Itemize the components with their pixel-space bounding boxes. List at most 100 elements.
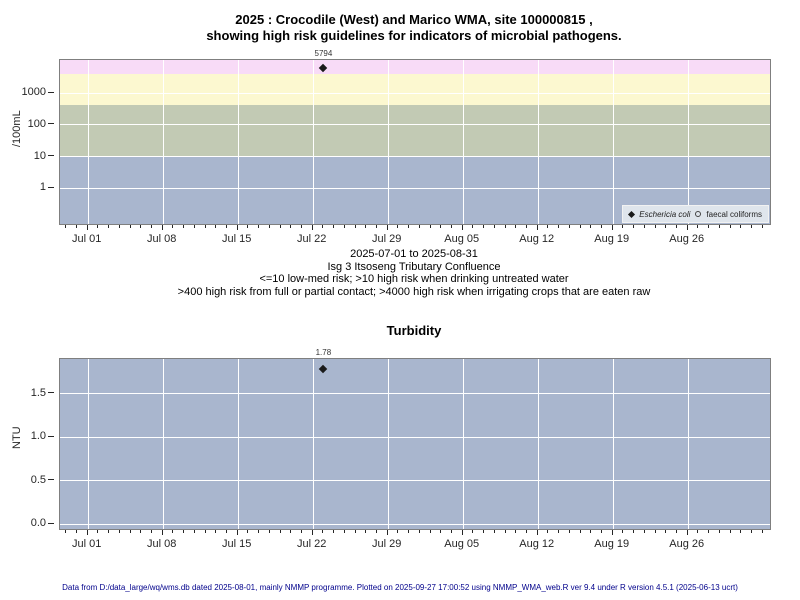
x-tick-minor <box>547 225 549 228</box>
x-tick-minor <box>322 530 324 533</box>
x-tick-minor <box>750 225 752 228</box>
x-tick-minor <box>375 530 377 533</box>
microbial-chart-plot-area: 5794 Eschericia coli faecal coliforms <box>59 49 771 225</box>
x-tick-minor <box>579 225 581 228</box>
x-tick-major <box>86 225 88 230</box>
caption-risk-line2: >400 high risk from full or partial cont… <box>177 285 651 298</box>
turbidity-point-value-label: 1.78 <box>315 348 332 357</box>
x-tick-label: Aug 12 <box>519 538 555 550</box>
turbidity-title: Turbidity <box>386 323 442 338</box>
vertical-gridline <box>312 60 314 224</box>
x-tick-major <box>461 225 463 230</box>
caption-site-name: Isg 3 Itsoseng Tributary Confluence <box>327 260 501 273</box>
x-tick-major <box>311 530 313 535</box>
x-tick-minor <box>279 530 281 533</box>
x-tick-label: Aug 05 <box>444 233 480 245</box>
vertical-gridline <box>687 60 689 224</box>
x-tick-minor <box>515 225 517 228</box>
x-tick-minor <box>590 225 592 228</box>
x-tick-minor <box>729 530 731 533</box>
x-tick-minor <box>558 225 560 228</box>
ecoli-legend-marker-icon <box>628 210 636 218</box>
x-tick-minor <box>568 225 570 228</box>
x-tick-minor <box>322 225 324 228</box>
x-tick-minor <box>675 530 677 533</box>
vertical-gridline <box>537 60 539 224</box>
x-tick-minor <box>525 225 527 228</box>
vertical-gridline <box>612 359 614 529</box>
turbidity-chart-plot-area: 1.78 <box>59 348 771 530</box>
x-tick-minor <box>483 530 485 533</box>
x-tick-minor <box>118 530 120 533</box>
x-tick-minor <box>215 530 217 533</box>
y-tick-mark <box>48 479 54 481</box>
main-title: 2025 : Crocodile (West) and Marico WMA, … <box>59 12 769 44</box>
x-tick-label: Jul 29 <box>372 538 402 550</box>
horizontal-gridline <box>60 187 770 189</box>
x-tick-minor <box>504 530 506 533</box>
x-tick-minor <box>654 225 656 228</box>
x-tick-minor <box>65 225 67 228</box>
y-tick-mark <box>48 186 54 188</box>
x-tick-minor <box>740 530 742 533</box>
x-tick-major <box>161 530 163 535</box>
vertical-gridline <box>462 60 464 224</box>
vertical-gridline <box>312 359 314 529</box>
x-tick-minor <box>429 530 431 533</box>
x-tick-minor <box>622 225 624 228</box>
x-tick-minor <box>193 225 195 228</box>
x-tick-label: Jul 22 <box>297 538 327 550</box>
x-tick-minor <box>418 225 420 228</box>
x-tick-minor <box>504 225 506 228</box>
x-tick-minor <box>408 225 410 228</box>
caption-block: 2025-07-01 to 2025-08-31 Isg 3 Itsoseng … <box>30 248 798 298</box>
x-tick-minor <box>204 225 206 228</box>
x-tick-minor <box>268 225 270 228</box>
x-tick-minor <box>600 530 602 533</box>
x-tick-minor <box>547 530 549 533</box>
x-tick-minor <box>193 530 195 533</box>
x-tick-minor <box>204 530 206 533</box>
x-tick-minor <box>129 530 131 533</box>
x-tick-minor <box>343 530 345 533</box>
x-tick-label: Aug 19 <box>594 538 630 550</box>
x-tick-minor <box>493 530 495 533</box>
x-tick-major <box>536 530 538 535</box>
horizontal-gridline <box>60 92 770 94</box>
risk-band <box>60 105 770 156</box>
horizontal-gridline <box>60 436 770 438</box>
x-tick-minor <box>643 225 645 228</box>
faecal-coliforms-legend-marker-icon <box>695 211 702 217</box>
x-tick-minor <box>483 225 485 228</box>
ecoli-legend-label: Eschericia coli <box>639 209 691 219</box>
y-tick-label: 1000 <box>21 86 46 99</box>
x-tick-minor <box>150 530 152 533</box>
vertical-gridline <box>87 359 89 529</box>
x-tick-label: Jul 01 <box>72 538 102 550</box>
vertical-gridline <box>87 60 89 224</box>
x-tick-label: Jul 15 <box>222 538 252 550</box>
x-tick-minor <box>333 530 335 533</box>
footer-provenance-text: Data from D:/data_large/wq/wms.db dated … <box>62 583 738 592</box>
x-tick-minor <box>172 225 174 228</box>
x-tick-minor <box>183 530 185 533</box>
x-tick-minor <box>300 225 302 228</box>
x-tick-label: Jul 29 <box>372 233 402 245</box>
x-tick-major <box>386 530 388 535</box>
x-tick-minor <box>579 530 581 533</box>
y-tick-label: 1.0 <box>30 430 46 443</box>
horizontal-gridline <box>60 523 770 525</box>
y-tick-mark <box>48 155 54 156</box>
x-tick-minor <box>450 225 452 228</box>
x-tick-label: Jul 01 <box>72 233 102 245</box>
x-tick-minor <box>750 530 752 533</box>
y-tick-mark <box>48 123 54 125</box>
x-tick-minor <box>708 530 710 533</box>
x-tick-minor <box>440 225 442 228</box>
x-tick-minor <box>515 530 517 533</box>
x-tick-minor <box>65 530 67 533</box>
vertical-gridline <box>687 359 689 529</box>
vertical-gridline <box>162 359 164 529</box>
x-tick-label: Jul 15 <box>222 233 252 245</box>
y-tick-label: 1 <box>39 181 46 194</box>
